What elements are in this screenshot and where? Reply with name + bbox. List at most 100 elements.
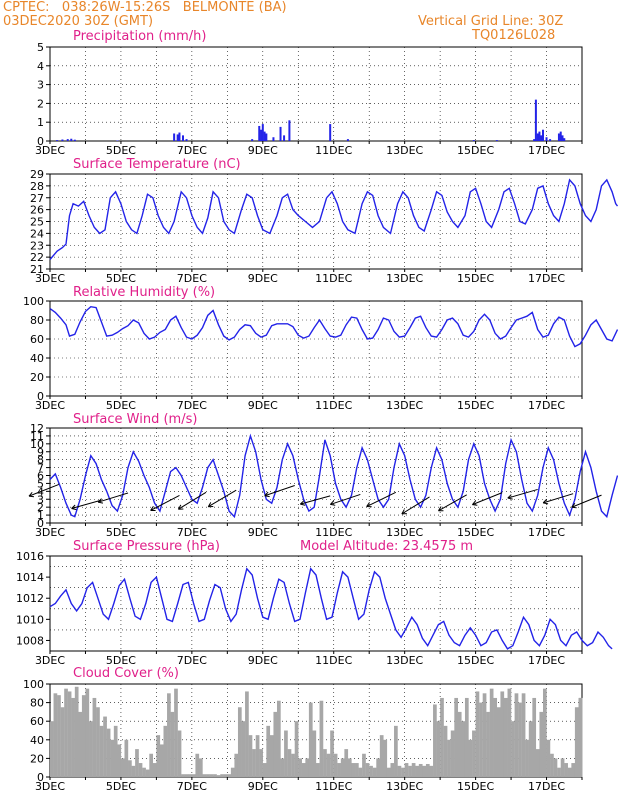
wind-arrow-head [329, 500, 336, 506]
wind-arrow [472, 492, 503, 506]
precip-bar [545, 137, 548, 141]
cloud-ytick-label: 60 [30, 715, 44, 728]
precip-bar [495, 140, 498, 141]
cloud-bar [195, 753, 200, 777]
cloud-bar [78, 711, 83, 777]
wind-ytick-label: 5 [37, 477, 44, 490]
cloud-bar [436, 721, 441, 777]
cloud-ytick-label: 0 [37, 771, 44, 784]
cloud-bar [287, 749, 292, 777]
precip-bar [251, 139, 254, 141]
rh-xtick-label: 15DEC [457, 399, 494, 412]
precip-bar [176, 134, 179, 141]
cloud-bar [60, 707, 65, 777]
cloud-ytick-label: 80 [30, 697, 44, 710]
temp-ytick-label: 26 [30, 204, 44, 217]
wind-line [49, 433, 618, 519]
cloud-bar [159, 744, 164, 777]
cloud-ytick-label: 20 [30, 752, 44, 765]
cloud-bar [181, 774, 185, 777]
cloud-bar [323, 749, 327, 777]
cloud-bar [454, 697, 459, 777]
cloud-bar [574, 707, 579, 777]
wind-arrow [28, 483, 60, 497]
precip-xtick-label: 11DEC [315, 144, 352, 157]
precip-bar [536, 133, 539, 141]
cloud-bar [567, 767, 572, 777]
cloud-bar [383, 739, 388, 777]
cloud-bar [188, 774, 193, 777]
precip-bar [346, 139, 349, 141]
precip-title: Precipitation (mm/h) [73, 29, 206, 44]
cloud-bar [245, 691, 249, 777]
temp-xtick-label: 3DEC [35, 272, 65, 285]
cloud-bar [198, 758, 203, 777]
cloud-bar [365, 763, 370, 777]
cloud-bar [273, 711, 278, 777]
cloud-bar [294, 721, 299, 777]
cloud-bar [411, 763, 416, 777]
wind-xtick-label: 7DEC [177, 526, 207, 539]
cloud-bar [415, 765, 420, 777]
cloud-bar [418, 763, 423, 777]
wind-arrow [300, 495, 331, 505]
precip-bar [73, 139, 76, 141]
wind-arrow-head [542, 498, 549, 505]
cloud-bar [266, 725, 271, 777]
cloud-bar [305, 758, 310, 777]
cloud-bar [351, 763, 356, 777]
rh-ytick-label: 60 [30, 333, 44, 346]
precip-bar [563, 138, 566, 141]
cloud-bar [447, 739, 451, 777]
cloud-bar [316, 763, 320, 777]
cloud-bar [319, 700, 324, 777]
precip-xtick-label: 5DEC [106, 144, 136, 157]
cloud-bar [450, 730, 455, 777]
cloud-bar [422, 765, 427, 777]
cloud-bar [241, 721, 246, 777]
wind-arrow [330, 493, 361, 505]
cloud-bar [425, 763, 430, 777]
cloud-bar [440, 697, 444, 777]
cloud-bar [291, 753, 295, 777]
precip-xtick-label: 17DEC [528, 144, 565, 157]
cloud-xtick-label: 13DEC [386, 780, 423, 793]
temp-title: Surface Temperature (nC) [73, 157, 241, 172]
precip-bar [61, 139, 64, 141]
pressure-frame [49, 555, 583, 652]
wind-ytick-label: 12 [30, 422, 44, 435]
cloud-bar [99, 725, 104, 777]
cloud-bar [525, 739, 529, 777]
cloud-bar [493, 697, 498, 777]
cloud-bar [280, 758, 285, 777]
precip-ytick-label: 1 [37, 116, 44, 129]
wind-arrow-head [299, 500, 306, 506]
cloud-bar [145, 769, 150, 777]
precip-ytick-label: 2 [37, 97, 44, 110]
wind-arrow-head [438, 506, 444, 512]
cloud-bar [276, 700, 281, 777]
precip-bar [265, 133, 268, 141]
wind-arrow-head [28, 491, 35, 498]
wind-ytick-label: 11 [30, 430, 44, 443]
wind-arrow [366, 491, 397, 507]
cloud-bar [340, 758, 345, 777]
rh-xtick-label: 13DEC [386, 399, 423, 412]
cloud-bar [209, 774, 214, 777]
cloud-bar [167, 693, 171, 777]
wind-ytick-label: 6 [37, 470, 44, 483]
cloud-bar [355, 763, 359, 777]
cloud-bar [479, 702, 483, 777]
wind-arrow-head [177, 504, 184, 510]
wind-arrow [507, 488, 538, 499]
wind-arrow [150, 495, 180, 511]
wind-xtick-label: 11DEC [315, 526, 352, 539]
cloud-bar [376, 758, 380, 777]
cloud-bar [312, 730, 317, 777]
cloud-bar [362, 753, 366, 777]
wind-arrow [71, 499, 102, 509]
cloud-bar [191, 774, 196, 777]
cloud-bar [202, 774, 207, 777]
cloud-bar [550, 753, 554, 777]
precip-bar [56, 140, 59, 141]
